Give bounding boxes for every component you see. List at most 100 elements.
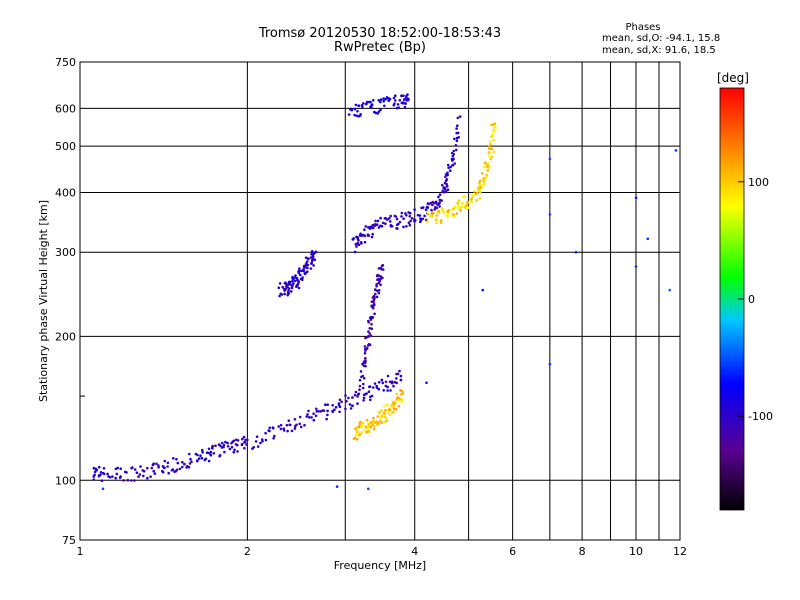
data-point — [381, 263, 385, 267]
x-tick-label: 4 — [411, 545, 418, 558]
data-point — [485, 173, 489, 177]
data-point — [246, 438, 249, 442]
data-point — [371, 232, 375, 236]
data-point — [272, 437, 275, 440]
data-point — [367, 335, 370, 338]
data-point — [290, 286, 294, 290]
data-point — [212, 452, 216, 455]
data-point — [188, 452, 191, 456]
data-point — [429, 201, 433, 205]
data-point — [296, 284, 299, 288]
data-point — [634, 196, 638, 200]
phases-title: Phases — [625, 22, 661, 33]
y-tick-label: 400 — [55, 186, 76, 199]
data-point — [306, 260, 309, 263]
data-point — [385, 419, 389, 423]
data-point — [311, 255, 315, 258]
data-point — [245, 443, 248, 446]
data-point — [379, 216, 382, 220]
data-point — [425, 381, 428, 385]
data-point — [236, 450, 239, 453]
data-point — [102, 467, 106, 470]
data-point — [356, 430, 360, 434]
data-point — [406, 99, 410, 102]
data-point — [385, 96, 389, 99]
data-point — [363, 428, 366, 432]
data-point — [364, 349, 367, 352]
data-point — [228, 447, 232, 451]
data-point — [344, 407, 347, 411]
data-point — [171, 468, 175, 471]
data-point — [295, 423, 298, 427]
data-point — [163, 459, 167, 463]
data-point — [674, 149, 678, 152]
data-point — [314, 250, 318, 254]
data-point — [361, 421, 365, 425]
data-point — [167, 471, 170, 475]
data-point — [337, 402, 341, 405]
data-point — [285, 282, 288, 286]
plot-frame — [79, 61, 681, 541]
data-point — [492, 138, 496, 142]
data-point — [189, 457, 192, 461]
data-point — [398, 369, 401, 373]
data-point — [306, 270, 309, 274]
data-point — [338, 410, 341, 414]
data-point — [451, 163, 455, 167]
data-point — [387, 97, 391, 100]
data-point — [431, 203, 434, 207]
data-point — [441, 189, 445, 193]
data-point — [458, 205, 461, 209]
data-point — [200, 456, 204, 460]
data-point — [402, 225, 405, 229]
data-point — [446, 215, 450, 219]
colorbar-tick-label: 100 — [748, 176, 769, 189]
data-point — [233, 448, 236, 452]
data-point — [433, 211, 437, 215]
data-point — [260, 438, 264, 441]
data-point — [325, 417, 328, 421]
data-point — [490, 147, 494, 151]
data-point — [226, 441, 229, 445]
data-point — [392, 410, 396, 414]
data-point — [377, 289, 381, 292]
data-point — [456, 203, 460, 207]
data-point — [548, 213, 552, 216]
y-tick-label: 100 — [55, 474, 76, 487]
data-point — [370, 235, 374, 239]
data-point — [470, 200, 474, 204]
data-point — [356, 395, 359, 398]
data-point — [395, 223, 399, 227]
data-point — [183, 462, 186, 466]
data-point — [290, 429, 294, 433]
data-point — [298, 415, 302, 419]
data-point — [201, 450, 204, 454]
data-point — [470, 197, 473, 201]
data-point — [299, 277, 303, 281]
data-point — [358, 388, 361, 392]
data-point — [463, 195, 467, 198]
data-point — [405, 225, 408, 228]
data-point — [395, 377, 398, 380]
data-point — [485, 163, 489, 166]
phases-x-mode-stats: mean, sd,X: 91.6, 18.5 — [602, 45, 716, 56]
data-point — [372, 300, 375, 304]
data-point — [300, 269, 303, 273]
data-point — [379, 108, 382, 112]
data-point — [360, 242, 363, 245]
data-point — [348, 403, 352, 406]
data-point — [347, 113, 351, 116]
data-point — [363, 228, 366, 231]
data-point — [399, 393, 403, 396]
data-point — [230, 442, 233, 445]
data-point — [390, 225, 394, 228]
data-point — [297, 286, 301, 290]
data-point — [331, 409, 334, 413]
data-point — [408, 223, 412, 227]
data-point — [441, 183, 444, 187]
data-point — [369, 318, 373, 321]
data-point — [376, 415, 380, 418]
data-point — [367, 487, 370, 491]
data-point — [386, 385, 390, 389]
